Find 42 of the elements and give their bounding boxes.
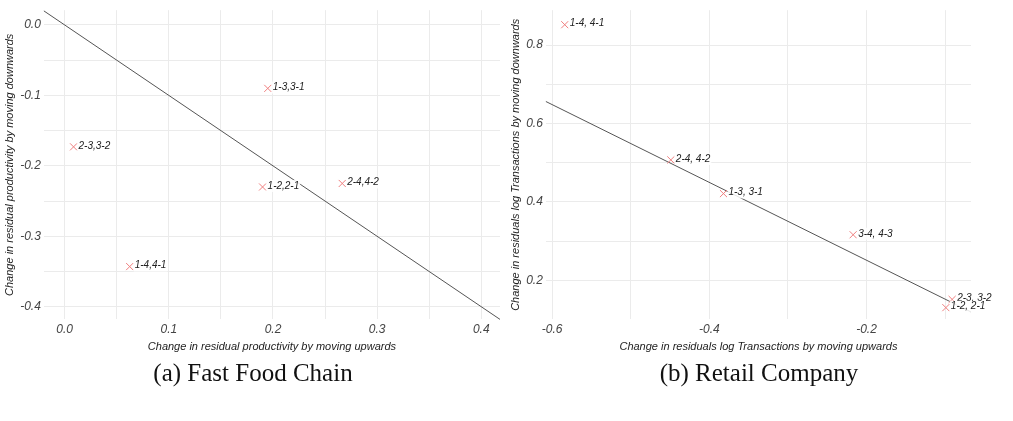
x-axis-title: Change in residuals log Transactions by moving upwards [619, 340, 898, 353]
y-tick-label: -0.4 [20, 299, 42, 314]
y-tick-label: 0.0 [24, 17, 42, 32]
text: (a) Fast Food Chain [152, 359, 354, 387]
y-tick-label: -0.3 [20, 228, 42, 243]
x-axis-title: Change in residual productivity by moving upwards [147, 340, 397, 353]
x-tick-label: 0.3 [368, 321, 386, 336]
y-axis-title: Change in residuals log Transactions by moving downwards [508, 18, 521, 311]
x-tick-label: 0.0 [56, 321, 74, 336]
x-tick-label: -0.4 [698, 321, 720, 336]
point [941, 303, 950, 312]
annotation: 1-2,2-1 [267, 179, 300, 191]
x-tick-label: -0.2 [856, 321, 878, 336]
x-tick-label: -0.6 [541, 321, 563, 336]
annotation: 2-3,3-2 [77, 139, 111, 151]
y-tick-label: 0.2 [526, 272, 544, 287]
point [849, 230, 858, 239]
point [338, 179, 347, 188]
y-tick-label: 0.8 [526, 37, 544, 52]
point [560, 20, 569, 29]
annotation: 1-3, 3-1 [728, 186, 763, 198]
annotation: 1-4,4-1 [134, 259, 167, 271]
x-tick-label: 0.2 [264, 321, 282, 336]
y-tick-label: -0.1 [20, 87, 41, 102]
y-tick-label: 0.6 [526, 115, 544, 130]
y-tick-label: 0.4 [526, 194, 544, 209]
annotation: 2-4, 4-2 [674, 152, 711, 164]
point [263, 84, 272, 93]
y-axis-title: Change in residual productivity by moving downwards [2, 33, 15, 296]
point [69, 142, 78, 151]
point [125, 262, 134, 271]
point [258, 182, 267, 192]
text: (b) Retail Company [658, 359, 860, 387]
annotation: 1-3,3-1 [272, 81, 305, 93]
point [719, 189, 728, 198]
annotation: 3-4, 4-3 [858, 227, 894, 239]
point [666, 155, 675, 164]
annotation: 2-4,4-2 [346, 176, 380, 188]
annotation: 1-4, 4-1 [569, 17, 605, 29]
y-tick-label: -0.2 [20, 158, 42, 173]
x-tick-label: 0.4 [472, 321, 490, 336]
x-tick-label: 0.1 [160, 321, 178, 336]
